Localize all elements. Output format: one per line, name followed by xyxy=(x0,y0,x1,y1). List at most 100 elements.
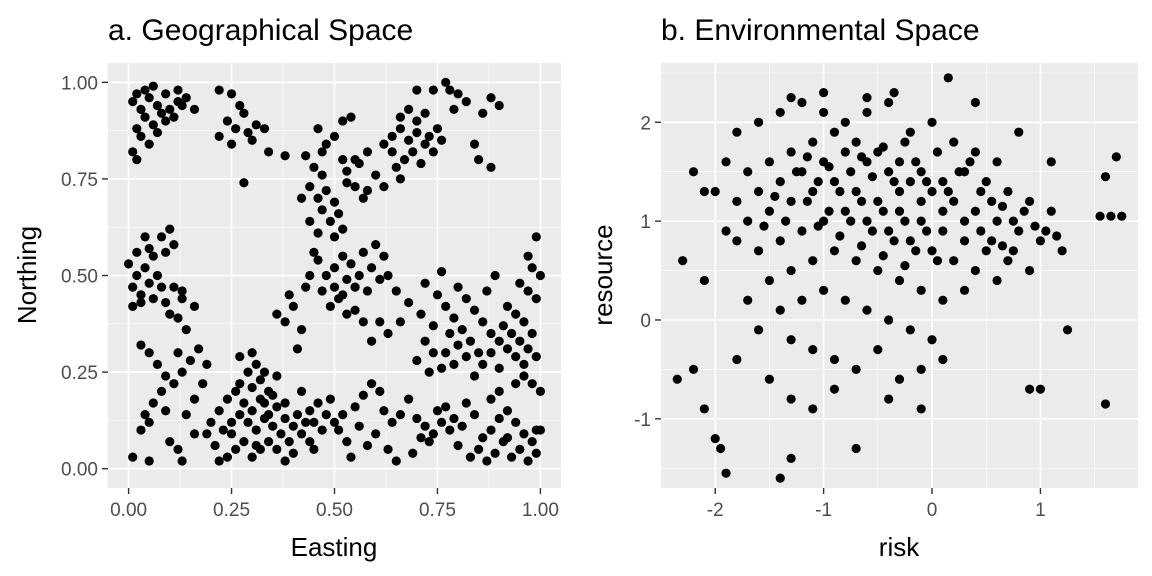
chart-a-data-point xyxy=(305,437,315,447)
chart-b-data-point xyxy=(1003,186,1013,197)
chart-b-data-point xyxy=(916,196,926,206)
chart-a-data-point xyxy=(329,131,340,142)
chart-a-data-point xyxy=(362,147,373,157)
chart-a-data-point xyxy=(412,413,422,424)
chart-b-data-point xyxy=(813,221,823,231)
chart-b-data-point xyxy=(1014,127,1024,137)
chart-b-data-point xyxy=(970,147,980,157)
chart-a-data-point xyxy=(161,371,171,381)
chart-a-data-point xyxy=(280,317,290,327)
chart-a-data-point xyxy=(486,162,496,172)
chart-a-data-point xyxy=(301,417,311,427)
chart-a-data-point xyxy=(412,355,422,366)
chart-b-data-point xyxy=(884,167,894,177)
chart-a-data-point xyxy=(144,243,154,254)
chart-a-data-point xyxy=(305,182,315,192)
chart-a-data-point xyxy=(486,394,496,404)
chart-b-data-point xyxy=(856,152,867,162)
chart-a-data-point xyxy=(140,112,150,122)
chart-a-data-point xyxy=(432,124,443,134)
chart-a-data-point xyxy=(428,147,438,157)
chart-b-data-point xyxy=(922,177,932,187)
chart-a-data-point xyxy=(136,425,146,435)
chart-b-data-point xyxy=(716,443,726,454)
chart-a-data-point xyxy=(486,328,496,339)
chart-a-data-point xyxy=(338,224,348,234)
chart-b-data-point xyxy=(732,127,742,137)
chart-a-data-point xyxy=(218,425,228,435)
chart-b-data-point xyxy=(976,226,986,236)
chart-a-data-point xyxy=(329,417,340,427)
chart-a-data-point xyxy=(214,85,224,95)
chart-a-data-point xyxy=(140,409,150,420)
chart-a-data-point xyxy=(305,270,315,281)
chart-b-data-point xyxy=(938,295,948,305)
chart-a-data-point xyxy=(148,251,158,261)
chart-a-data-point xyxy=(156,232,167,242)
chart-a-data-point xyxy=(136,290,146,300)
chart-a-data-point xyxy=(309,247,319,257)
chart-a-data-point xyxy=(161,297,171,308)
chart-a-data-point xyxy=(375,274,385,284)
chart-b-data-point xyxy=(802,152,812,162)
chart-a-xlabel: Easting xyxy=(291,532,378,562)
chart-b-data-point xyxy=(786,453,796,463)
chart-a-data-point xyxy=(152,270,163,281)
chart-a-data-point xyxy=(453,282,463,292)
chart-a-data-point xyxy=(461,294,471,304)
chart-a-data-point xyxy=(169,282,179,292)
chart-a-data-point xyxy=(313,228,323,238)
chart-a-data-point xyxy=(371,170,381,180)
chart-a-data-point xyxy=(334,209,344,219)
chart-a-data-point xyxy=(305,216,315,227)
chart-b-data-point xyxy=(775,236,785,246)
chart-a-data-point xyxy=(177,456,187,466)
chart-a-data-point xyxy=(325,216,335,227)
chart-a-data-point xyxy=(305,406,315,416)
chart-a-data-point xyxy=(259,398,270,408)
chart-a-data-point xyxy=(511,309,521,319)
chart-b-data-point xyxy=(786,196,796,206)
chart-a-data-point xyxy=(148,294,158,304)
chart-a-data-point xyxy=(461,398,471,408)
chart-a-data-point xyxy=(465,336,475,346)
chart-a-ylabel: Northing xyxy=(12,226,42,324)
chart-a-data-point xyxy=(140,85,150,95)
chart-a-data-point xyxy=(445,328,455,339)
chart-b-data-point xyxy=(889,236,899,246)
chart-b-data-point xyxy=(699,404,709,414)
chart-a-data-point xyxy=(247,452,257,462)
chart-a-data-point xyxy=(408,147,418,157)
chart-a-data-point xyxy=(490,270,500,281)
chart-a-data-point xyxy=(202,359,212,369)
chart-a-data-point xyxy=(140,232,150,242)
chart-b-data-point xyxy=(949,256,959,266)
chart-a-data-point xyxy=(136,340,146,350)
chart-a-data-point xyxy=(189,429,200,439)
chart-a-data-point xyxy=(123,259,134,269)
chart-b-gridlines xyxy=(661,63,1138,488)
chart-b-data-point xyxy=(873,196,883,206)
chart-b-data-point xyxy=(732,196,742,206)
chart-a-data-point xyxy=(494,386,504,397)
chart-a-data-point xyxy=(424,437,434,447)
chart-a-data-point xyxy=(506,328,517,339)
chart-a-data-point xyxy=(210,440,220,451)
chart-b-data-point xyxy=(710,433,720,444)
chart-b-data-point xyxy=(905,177,915,187)
chart-a-data-point xyxy=(144,417,154,427)
chart-a-data-point xyxy=(132,270,142,281)
chart-a-data-point xyxy=(379,139,389,149)
chart-b-data-point xyxy=(1062,325,1073,335)
chart-b-ytick-label: -1 xyxy=(634,410,651,431)
chart-a-data-point xyxy=(523,456,533,466)
chart-b-data-point xyxy=(775,473,785,483)
chart-a-data-point xyxy=(469,305,480,315)
chart-a-data-point xyxy=(399,154,410,165)
chart-b-data-point xyxy=(743,167,753,177)
chart-b-data-point xyxy=(743,216,753,226)
chart-a-data-point xyxy=(358,193,368,203)
chart-b-data-point xyxy=(927,335,937,345)
chart-b-data-point xyxy=(976,186,986,197)
chart-b-data-point xyxy=(992,275,1002,286)
